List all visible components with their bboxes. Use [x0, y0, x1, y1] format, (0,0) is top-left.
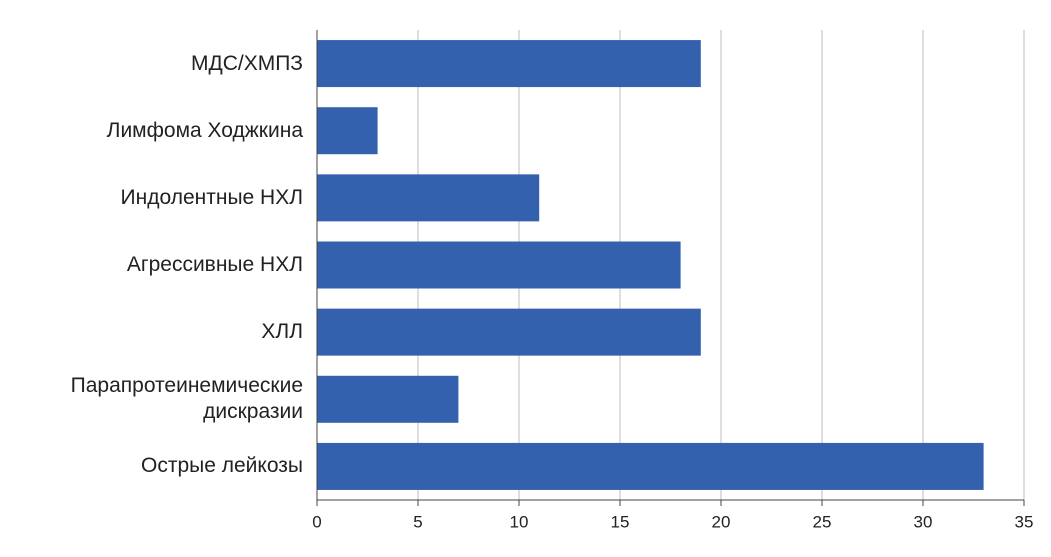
x-tick-label: 20 [712, 512, 731, 531]
x-tick-label: 25 [813, 512, 832, 531]
y-tick-label: Парапротеинемические дискразии [70, 374, 303, 424]
bar [317, 107, 378, 155]
bar [317, 442, 984, 490]
bar [317, 375, 459, 423]
bar [317, 174, 540, 222]
y-tick-label: Острые лейкозы [141, 454, 303, 478]
x-tick-label: 35 [1015, 512, 1034, 531]
x-tick-label: 5 [413, 512, 422, 531]
y-tick-label: ХЛЛ [261, 320, 303, 344]
y-tick-label: Агрессивные НХЛ [126, 253, 303, 276]
y-tick-label: МДС/ХМПЗ [191, 51, 303, 75]
x-tick-label: 15 [611, 512, 630, 531]
x-tick-label: 0 [312, 512, 321, 531]
y-tick-label: Индолентные НХЛ [120, 185, 303, 209]
x-tick-label: 30 [914, 512, 933, 531]
bar [317, 40, 701, 88]
bar [317, 241, 681, 289]
x-tick-label: 10 [510, 512, 529, 531]
y-tick-label: Лимфома Ходжкина [106, 118, 303, 142]
bar [317, 308, 701, 356]
